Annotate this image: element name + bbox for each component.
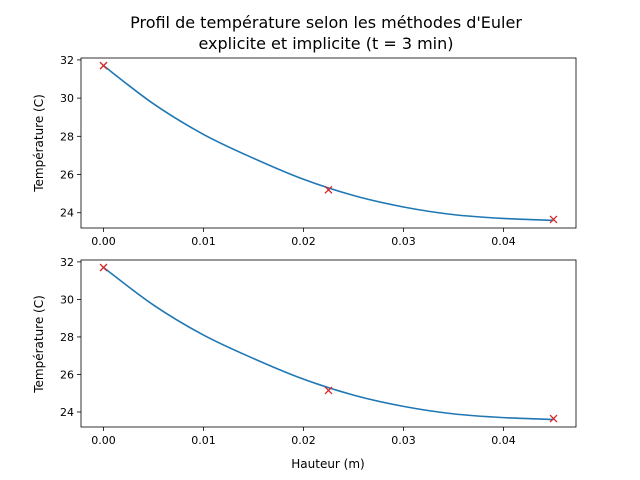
panel-top-ytick-label: 26 xyxy=(60,169,74,182)
panel-top-point-marker xyxy=(549,215,558,224)
panel-top-xtick-label: 0.00 xyxy=(91,235,116,248)
panel-top-ylabel: Température (C) xyxy=(32,94,46,193)
panel-top-xtick-label: 0.03 xyxy=(391,235,416,248)
panel-bottom-point-marker xyxy=(324,386,333,395)
panel-top-ytick-label: 24 xyxy=(60,207,74,220)
panel-bottom-axes-frame xyxy=(80,259,577,428)
panel-bottom-xtick-label: 0.04 xyxy=(491,434,516,447)
panel-top-xtick-label: 0.02 xyxy=(291,235,316,248)
panel-top-ytick-label: 30 xyxy=(60,92,74,105)
panel-bottom-xtick-label: 0.00 xyxy=(91,434,116,447)
panel-top-axes-frame xyxy=(80,57,577,229)
panel-bottom-curve xyxy=(103,266,554,421)
figure-title-line2: explicite et implicite (t = 3 min) xyxy=(198,34,453,53)
panel-bottom-ytick-label: 28 xyxy=(60,331,74,344)
panel-bottom-ylabel: Température (C) xyxy=(32,295,46,394)
panel-top-xtick-label: 0.01 xyxy=(191,235,216,248)
panel-bottom-ytick-label: 24 xyxy=(60,406,74,419)
panel-top-point-marker xyxy=(324,185,333,194)
panel-bottom: Température (C) Hauteur (m) 0.00 0.01 0.02… xyxy=(32,256,577,471)
panel-bottom-xtick-label: 0.01 xyxy=(191,434,216,447)
panel-top-curve xyxy=(103,65,554,222)
panel-bottom-xlabel: Hauteur (m) xyxy=(291,457,364,471)
panel-top-point-marker xyxy=(99,61,108,70)
panel-top-ytick-label: 28 xyxy=(60,130,74,143)
panel-bottom-xtick-label: 0.02 xyxy=(291,434,316,447)
panel-bottom-xtick-label: 0.03 xyxy=(391,434,416,447)
panel-top-ytick-label: 32 xyxy=(60,54,74,67)
panel-bottom-point-marker xyxy=(549,414,558,423)
panel-top-xtick-label: 0.04 xyxy=(491,235,516,248)
panel-bottom-ytick-label: 26 xyxy=(60,368,74,381)
panel-bottom-ytick-label: 30 xyxy=(60,293,74,306)
panel-bottom-ytick-label: 32 xyxy=(60,256,74,269)
figure-title-line1: Profil de température selon les méthodes… xyxy=(130,13,522,32)
panel-top: Température (C) 0.00 0.01 0.02 0.03 0.04 24 26… xyxy=(32,54,577,248)
panel-bottom-point-marker xyxy=(99,263,108,272)
